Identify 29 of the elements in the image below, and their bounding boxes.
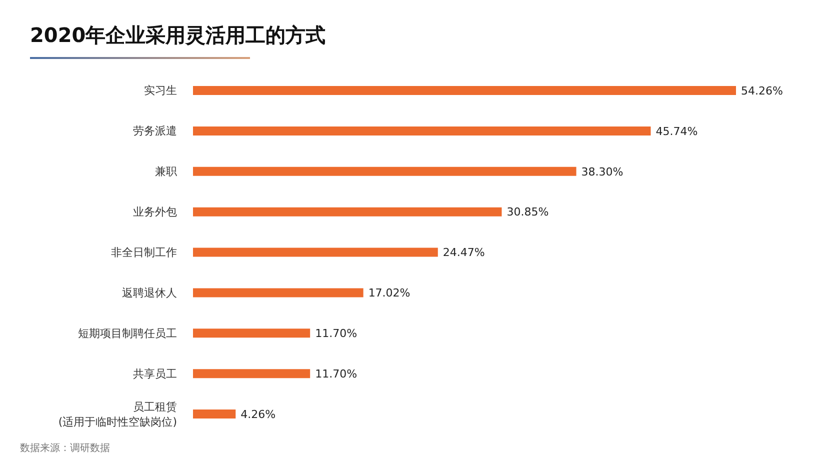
y-tick-label: 共享员工 [133, 366, 177, 380]
chart-title: 2020年企业采用灵活用工的方式 [30, 22, 326, 49]
y-tick-label: 非全日制工作 [111, 246, 177, 258]
data-label: 11.70% [315, 327, 358, 340]
y-tick-label: 员工租赁 (适用于临时性空缺岗位) [58, 400, 177, 428]
y-tick-label: 劳务派遣 [133, 124, 177, 138]
data-label: 4.26% [240, 408, 276, 421]
bar [193, 288, 364, 298]
bar [193, 369, 310, 378]
bar [193, 248, 438, 257]
y-tick-label: 返聘退休人 [122, 286, 177, 299]
data-label: 54.26% [741, 84, 783, 98]
y-tick-label: 业务外包 [133, 205, 177, 218]
data-label: 45.74% [656, 124, 698, 138]
bar [193, 166, 576, 176]
bar [193, 126, 651, 136]
data-label: 30.85% [506, 206, 549, 219]
data-label: 11.70% [315, 368, 358, 381]
bar [193, 328, 310, 338]
y-tick-label: 兼职 [155, 164, 177, 178]
data-label: 38.30% [581, 165, 624, 178]
y-tick-label: 短期项目制聘任员工 [78, 326, 177, 340]
data-label: 17.02% [368, 286, 410, 300]
y-tick-label: 实习生 [144, 84, 177, 97]
source-note: 数据来源：调研数据 [20, 442, 110, 455]
bar [193, 207, 502, 216]
bar [193, 410, 236, 419]
bar [193, 86, 736, 95]
data-label: 24.47% [442, 246, 485, 260]
